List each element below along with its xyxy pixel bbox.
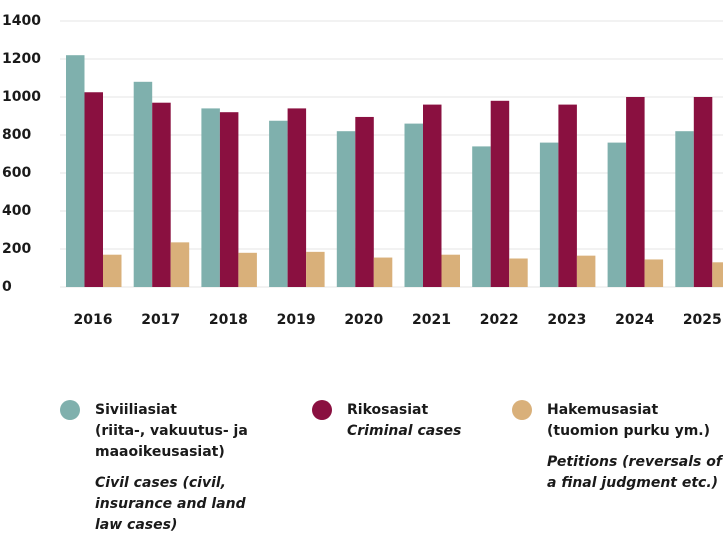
- y-tick-label: 1000: [2, 89, 41, 105]
- legend-swatch: [512, 400, 532, 420]
- bar: [373, 257, 393, 287]
- bar: [152, 102, 171, 287]
- y-tick-label: 0: [2, 279, 12, 295]
- legend-english: a final judgment etc.): [547, 475, 718, 491]
- bar: [539, 142, 559, 287]
- legend-label: Rikosasiat: [347, 402, 428, 418]
- bar: [287, 108, 307, 288]
- y-tick-label: 1400: [2, 13, 41, 29]
- bar: [472, 146, 491, 287]
- bar: [404, 123, 423, 287]
- bar: [355, 116, 374, 287]
- legend-english: Civil cases (civil,: [95, 475, 226, 491]
- bar: [644, 259, 664, 287]
- legend-label: Siviiliasiat: [95, 402, 177, 418]
- y-tick-label: 800: [2, 127, 31, 143]
- x-tick-label: 2019: [277, 312, 316, 328]
- legend-note: maaoikeusasiat): [95, 444, 225, 460]
- bar: [336, 131, 356, 287]
- bar: [441, 254, 460, 287]
- x-tick-label: 2018: [209, 312, 248, 328]
- y-tick-label: 400: [2, 203, 31, 219]
- legend-swatch: [60, 400, 80, 420]
- legend-note: (tuomion purku ym.): [547, 423, 710, 439]
- bar: [66, 55, 85, 288]
- x-tick-label: 2016: [74, 312, 113, 328]
- y-tick-label: 1200: [2, 51, 41, 67]
- bar: [423, 104, 442, 287]
- bar: [201, 108, 220, 288]
- x-tick-label: 2017: [141, 312, 180, 328]
- legend-english: Criminal cases: [347, 423, 461, 439]
- bar: [675, 131, 694, 287]
- legend-english: law cases): [95, 517, 177, 533]
- x-tick-label: 2022: [480, 312, 519, 328]
- bar: [693, 97, 713, 287]
- bar: [84, 92, 103, 287]
- bar: [306, 251, 325, 287]
- bar: [607, 142, 627, 287]
- bar: [509, 258, 528, 287]
- bar: [133, 81, 153, 287]
- bar: [238, 252, 257, 287]
- bar: [170, 242, 190, 287]
- bar: [103, 254, 122, 287]
- bar: [558, 104, 577, 287]
- legend-english: Petitions (reversals of: [547, 454, 723, 470]
- y-tick-label: 600: [2, 165, 31, 181]
- x-tick-label: 2025: [683, 312, 722, 328]
- legend-swatch: [312, 400, 332, 420]
- legend-english: insurance and land: [95, 496, 247, 512]
- bar: [219, 112, 239, 287]
- bar: [269, 120, 288, 287]
- x-tick-label: 2020: [344, 312, 383, 328]
- bar: [576, 255, 596, 287]
- bar: [712, 262, 723, 287]
- legend-note: (riita-, vakuutus- ja: [95, 423, 248, 439]
- bar: [626, 97, 645, 287]
- x-tick-label: 2024: [615, 312, 654, 328]
- legend-label: Hakemusasiat: [547, 402, 659, 418]
- bar: [490, 100, 510, 287]
- y-tick-label: 200: [2, 241, 31, 257]
- x-tick-label: 2023: [547, 312, 586, 328]
- x-tick-label: 2021: [412, 312, 451, 328]
